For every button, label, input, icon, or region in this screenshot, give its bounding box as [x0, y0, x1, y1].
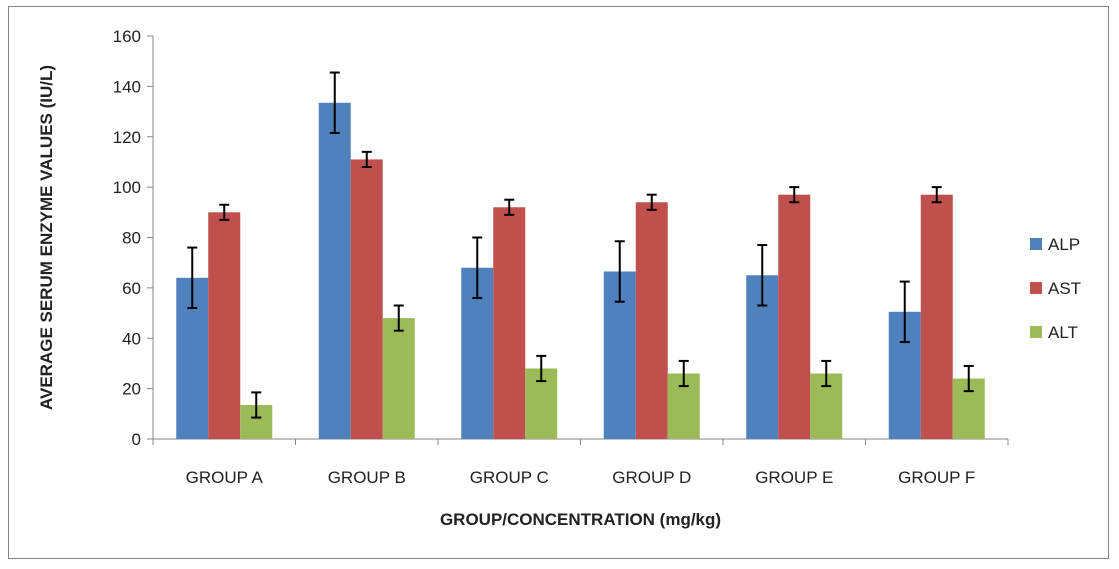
legend-swatch-alp	[1030, 238, 1042, 250]
legend-label-ast: AST	[1048, 279, 1081, 298]
y-tick-label: 60	[122, 279, 141, 298]
x-axis-title: GROUP/CONCENTRATION (mg/kg)	[440, 510, 721, 529]
x-category-label: GROUP A	[186, 468, 264, 487]
y-tick-label: 20	[122, 380, 141, 399]
legend-label-alp: ALP	[1048, 235, 1080, 254]
legend-label-alt: ALT	[1048, 323, 1078, 342]
legend-swatch-ast	[1030, 282, 1042, 294]
bar-ast	[493, 207, 526, 439]
y-tick-label: 160	[113, 27, 141, 46]
x-category-label: GROUP C	[470, 468, 549, 487]
y-axis-title: AVERAGE SERUM ENZYME VALUES (IU/L)	[37, 65, 56, 410]
x-category-label: GROUP F	[898, 468, 975, 487]
y-tick-label: 120	[113, 128, 141, 147]
bar-alt	[382, 318, 415, 439]
bar-ast	[778, 194, 811, 439]
bar-alp	[318, 102, 351, 439]
y-tick-label: 40	[122, 329, 141, 348]
bar-ast	[350, 159, 383, 439]
legend-swatch-alt	[1030, 326, 1042, 338]
y-tick-label: 140	[113, 77, 141, 96]
y-tick-label: 80	[122, 229, 141, 248]
x-category-label: GROUP B	[328, 468, 406, 487]
x-category-label: GROUP E	[755, 468, 833, 487]
y-tick-label: 0	[132, 430, 141, 449]
bar-ast	[920, 194, 953, 439]
y-tick-label: 100	[113, 178, 141, 197]
bar-ast	[635, 202, 668, 439]
x-category-label: GROUP D	[612, 468, 691, 487]
bar-ast	[208, 212, 241, 439]
